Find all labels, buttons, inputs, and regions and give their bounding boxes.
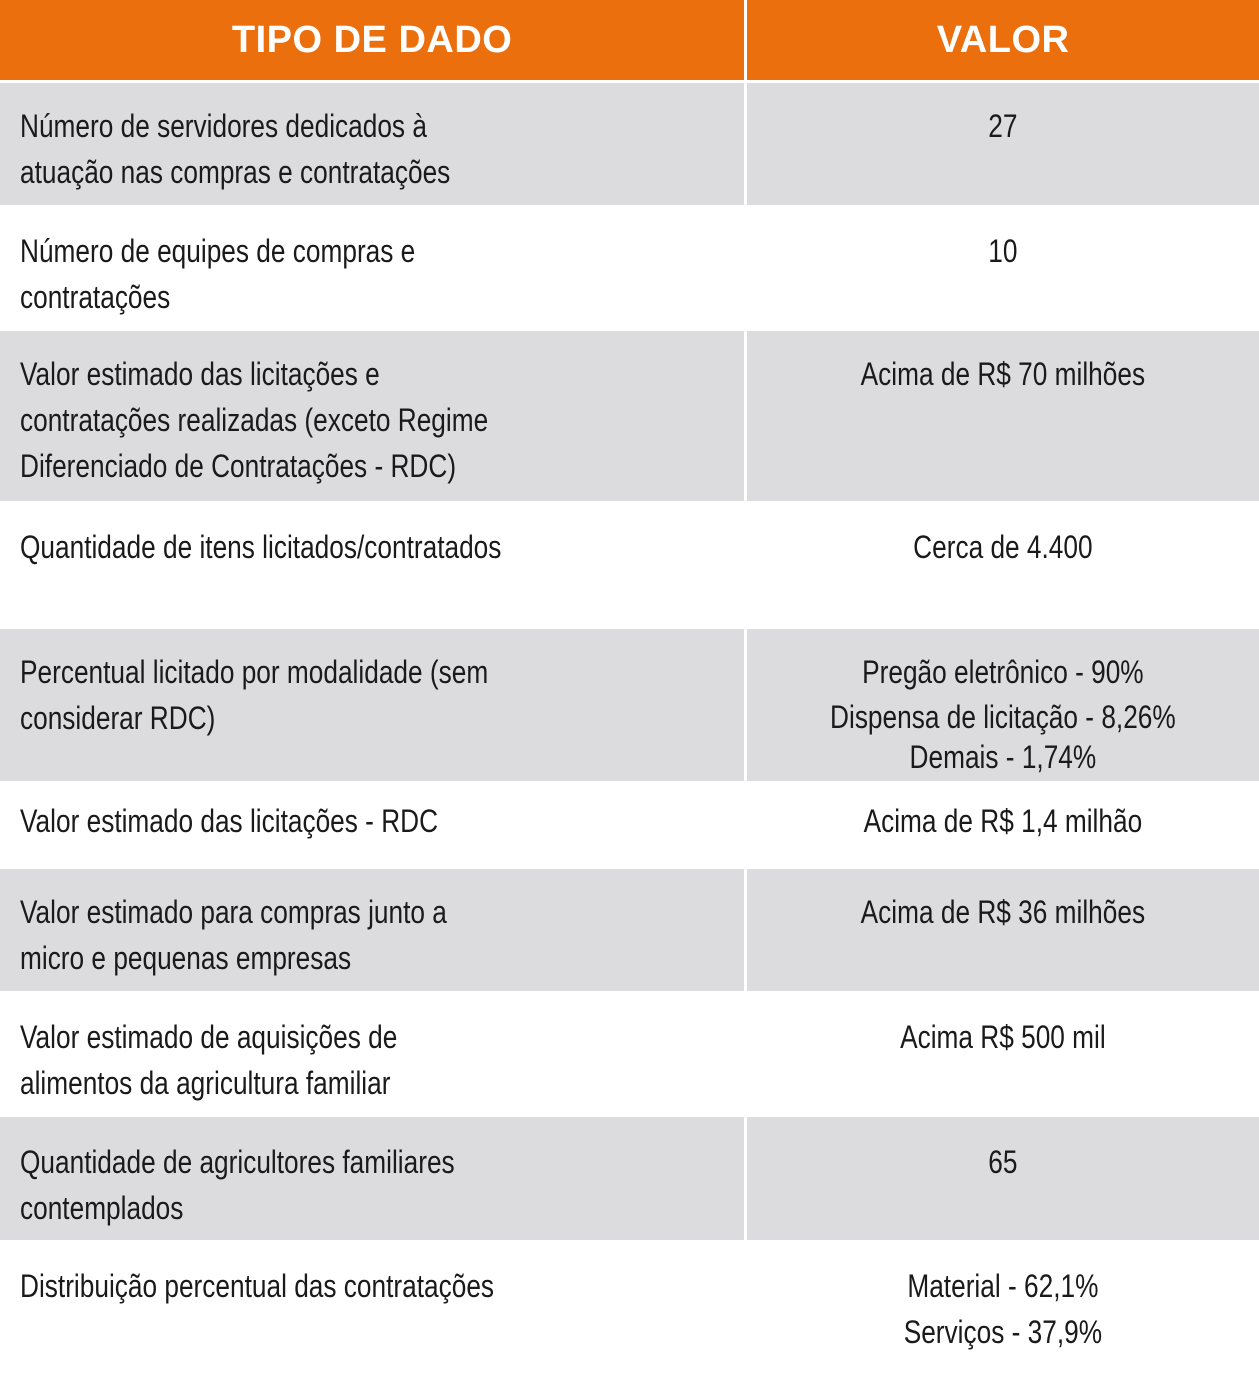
table-row: Número de servidores dedicados à atuação…	[0, 83, 1259, 205]
row-value: Pregão eletrônico - 90% Dispensa de lici…	[747, 629, 1259, 781]
row-label-line: Quantidade de itens licitados/contratado…	[20, 529, 502, 565]
row-label-line: Valor estimado das licitações - RDC	[20, 803, 439, 839]
row-value: Material - 62,1% Serviços - 37,9%	[747, 1243, 1259, 1374]
row-label-line: Valor estimado para compras junto a	[20, 894, 447, 930]
row-label-line: contratações	[20, 279, 171, 315]
row-label-line: Diferenciado de Contratações - RDC)	[20, 448, 457, 484]
row-value-line: Pregão eletrônico - 90%	[862, 654, 1144, 690]
row-label: Percentual licitado por modalidade (sem …	[0, 629, 745, 781]
row-label-line: Distribuição percentual das contratações	[20, 1268, 495, 1304]
row-label-line: Quantidade de agricultores familiares	[20, 1144, 455, 1180]
row-label-line: Percentual licitado por modalidade (sem	[20, 654, 489, 690]
table-row: Quantidade de itens licitados/contratado…	[0, 504, 1259, 626]
row-value: Acima de R$ 70 milhões	[747, 331, 1259, 501]
row-value-line: Dispensa de licitação - 8,26%	[830, 699, 1176, 735]
row-value: 27	[747, 83, 1259, 205]
row-value-line: 27	[988, 108, 1018, 144]
row-value-line: Cerca de 4.400	[913, 529, 1093, 565]
row-label-line: contemplados	[20, 1190, 184, 1226]
row-label: Valor estimado das licitações - RDC	[0, 784, 745, 866]
row-value-line: Acima de R$ 70 milhões	[860, 356, 1146, 392]
row-label: Valor estimado de aquisições de alimento…	[0, 994, 745, 1114]
row-value: Cerca de 4.400	[747, 504, 1259, 626]
row-label-line: micro e pequenas empresas	[20, 940, 352, 976]
row-value-line: Acima R$ 500 mil	[900, 1019, 1106, 1055]
row-value-line: Serviços - 37,9%	[903, 1314, 1103, 1350]
row-label-line: considerar RDC)	[20, 700, 216, 736]
row-label: Valor estimado das licitações e contrata…	[0, 331, 745, 501]
row-label-line: Número de equipes de compras e	[20, 233, 416, 269]
header-valor: VALOR	[747, 0, 1259, 80]
row-value-line: Material - 62,1%	[907, 1268, 1099, 1304]
table-row: Valor estimado das licitações e contrata…	[0, 331, 1259, 501]
table-row: Valor estimado de aquisições de alimento…	[0, 994, 1259, 1114]
row-value: 65	[747, 1117, 1259, 1240]
row-value-line: Acima de R$ 36 milhões	[860, 894, 1146, 930]
row-label: Distribuição percentual das contratações	[0, 1243, 745, 1374]
row-label: Quantidade de itens licitados/contratado…	[0, 504, 745, 626]
row-value: 10	[747, 208, 1259, 328]
row-value-line: 10	[988, 233, 1018, 269]
row-value: Acima R$ 500 mil	[747, 994, 1259, 1114]
row-value-line: 65	[988, 1144, 1018, 1180]
table-row: Número de equipes de compras e contrataç…	[0, 208, 1259, 328]
row-label-line: contratações realizadas (exceto Regime	[20, 402, 489, 438]
row-value-line: Acima de R$ 1,4 milhão	[863, 803, 1143, 839]
row-value: Acima de R$ 36 milhões	[747, 869, 1259, 991]
table-row: Valor estimado para compras junto a micr…	[0, 869, 1259, 991]
table-row: Quantidade de agricultores familiares co…	[0, 1117, 1259, 1240]
header-tipo-de-dado: TIPO DE DADO	[0, 0, 745, 80]
row-label-line: atuação nas compras e contratações	[20, 154, 451, 190]
table-header: TIPO DE DADO VALOR	[0, 0, 1259, 80]
row-label-line: Valor estimado das licitações e	[20, 356, 380, 392]
table-row: Distribuição percentual das contratações…	[0, 1243, 1259, 1374]
table-row: Percentual licitado por modalidade (sem …	[0, 629, 1259, 781]
row-label: Valor estimado para compras junto a micr…	[0, 869, 745, 991]
row-label: Número de servidores dedicados à atuação…	[0, 83, 745, 205]
row-label-line: Número de servidores dedicados à	[20, 108, 427, 144]
row-value-line: Demais - 1,74%	[909, 739, 1097, 775]
row-label: Quantidade de agricultores familiares co…	[0, 1117, 745, 1240]
row-value: Acima de R$ 1,4 milhão	[747, 784, 1259, 866]
row-label-line: alimentos da agricultura familiar	[20, 1065, 391, 1101]
row-label-line: Valor estimado de aquisições de	[20, 1019, 398, 1055]
table-row: Valor estimado das licitações - RDC Acim…	[0, 784, 1259, 866]
row-label: Número de equipes de compras e contrataç…	[0, 208, 745, 328]
